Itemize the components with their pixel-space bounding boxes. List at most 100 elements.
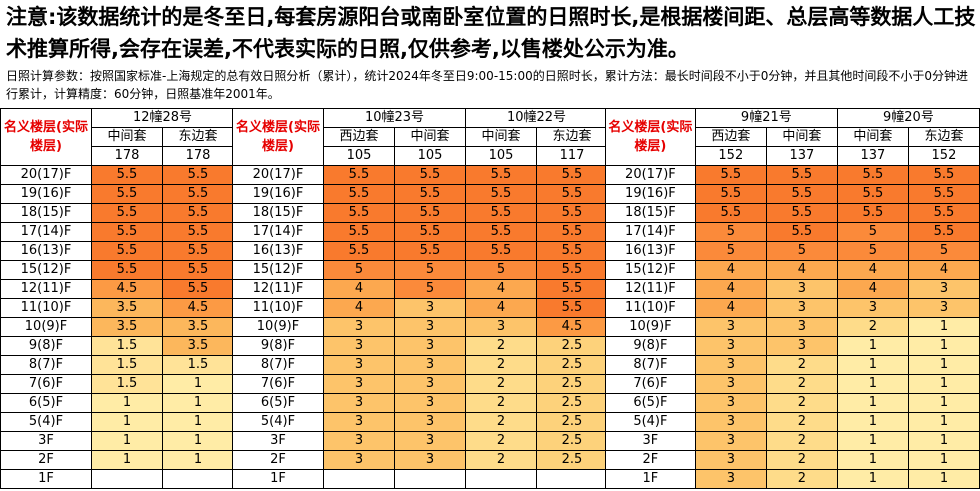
sunlight-hours: 1 (836, 469, 909, 489)
floor-label: 15(12)F (605, 260, 696, 280)
sunlight-hours: 2 (765, 431, 838, 451)
sunlight-hours: 3 (765, 336, 838, 356)
sunlight-hours: 1 (91, 393, 163, 413)
floor-label: 5(4)F (232, 412, 324, 432)
sunlight-hours: 2.5 (536, 336, 608, 356)
sunlight-hours: 4 (323, 298, 395, 318)
floor-header: 名义楼层(实际楼层) (605, 108, 696, 166)
sunlight-hours: 3 (394, 374, 466, 394)
sunlight-hours: 4 (465, 298, 537, 318)
floor-label: 11(10)F (232, 298, 324, 318)
sunlight-hours: 2 (465, 374, 537, 394)
floor-label: 6(5)F (605, 393, 696, 413)
table-row: 18(15)F 5.5 5.5 5.5 5.5 (605, 203, 980, 223)
floor-label: 11(10)F (605, 298, 696, 318)
sunlight-hours: 5.5 (536, 279, 608, 299)
table-row: 11(10)F 4 3 4 5.5 (232, 298, 608, 318)
table-row: 11(10)F 4 3 3 3 (605, 298, 980, 318)
floor-label: 5(4)F (605, 412, 696, 432)
sunlight-hours: 5 (694, 222, 767, 242)
sunlight-hours: 5 (394, 260, 466, 280)
floor-label: 10(9)F (605, 317, 696, 337)
sunlight-hours: 5.5 (162, 203, 234, 223)
sunlight-hours: 3 (323, 431, 395, 451)
table-row: 10(9)F 3 3 3 4.5 (232, 317, 608, 337)
sunlight-hours: 1 (907, 450, 980, 470)
sunlight-hours: 5.5 (907, 203, 980, 223)
sunlight-hours: 5.5 (394, 241, 466, 261)
table-row: 18(15)F 5.5 5.5 5.5 5.5 (232, 203, 608, 223)
sunlight-hours: 4 (694, 298, 767, 318)
building-name: 12幢28号 (91, 108, 234, 128)
floor-label: 8(7)F (232, 355, 324, 375)
sunlight-hours: 1 (836, 374, 909, 394)
table-row: 3F 3 2 1 1 (605, 431, 980, 451)
table-row: 6(5)F 1 1 (0, 393, 234, 413)
sunlight-hours: 5.5 (765, 165, 838, 185)
sunlight-hours: 4.5 (91, 279, 163, 299)
floor-label: 12(11)F (0, 279, 92, 299)
sunlight-hours: 1 (91, 450, 163, 470)
table-row: 11(10)F 3.5 4.5 (0, 298, 234, 318)
sunlight-hours: 3 (694, 412, 767, 432)
floor-label: 18(15)F (0, 203, 92, 223)
sunlight-hours: 5.5 (394, 184, 466, 204)
sunlight-hours: 3 (394, 298, 466, 318)
table-row: 6(5)F 3 3 2 2.5 (232, 393, 608, 413)
sunlight-hours: 2.5 (536, 393, 608, 413)
sunlight-hours: 5.5 (91, 241, 163, 261)
sunlight-hours: 3 (694, 450, 767, 470)
unit-name: 中间套 (394, 127, 466, 147)
sunlight-hours: 3 (907, 298, 980, 318)
sunlight-hours: 5.5 (907, 184, 980, 204)
sunlight-hours: 1 (162, 450, 234, 470)
sunlight-hours: 3 (323, 412, 395, 432)
sunlight-hours: 5.5 (765, 222, 838, 242)
sunlight-hours: 5.5 (907, 165, 980, 185)
sunlight-hours: 2 (465, 355, 537, 375)
sunlight-hours: 5.5 (536, 165, 608, 185)
floor-label: 8(7)F (605, 355, 696, 375)
sunlight-hours (323, 469, 395, 489)
sunlight-hours: 5.5 (323, 184, 395, 204)
sunlight-hours: 1 (907, 336, 980, 356)
sunlight-hours (536, 469, 608, 489)
table-row: 17(14)F 5 5.5 5 5.5 (605, 222, 980, 242)
sunlight-hours: 2 (465, 431, 537, 451)
table-row: 15(12)F 5 5 5 5.5 (232, 260, 608, 280)
unit-name: 东边套 (907, 127, 980, 147)
floor-label: 15(12)F (0, 260, 92, 280)
sunlight-hours: 4 (836, 279, 909, 299)
sunlight-hours: 5.5 (323, 203, 395, 223)
floor-label: 11(10)F (0, 298, 92, 318)
sunlight-hours: 1 (162, 374, 234, 394)
sunlight-hours: 3.5 (91, 298, 163, 318)
sunlight-hours: 5.5 (765, 184, 838, 204)
table-row: 2F 3 2 1 1 (605, 450, 980, 470)
sunlight-hours: 3 (765, 279, 838, 299)
floor-label: 16(13)F (605, 241, 696, 261)
table-row: 8(7)F 3 2 1 1 (605, 355, 980, 375)
sunlight-hours: 1.5 (91, 355, 163, 375)
table-row: 7(6)F 1.5 1 (0, 374, 234, 394)
sunlight-hours: 5.5 (465, 165, 537, 185)
sunlight-hours: 5.5 (536, 260, 608, 280)
sunlight-hours: 3 (394, 317, 466, 337)
sunlight-hours: 1 (907, 355, 980, 375)
sunlight-hours: 5.5 (91, 203, 163, 223)
table-row: 3F 1 1 (0, 431, 234, 451)
floor-label: 3F (232, 431, 324, 451)
table-row: 9(8)F 1.5 3.5 (0, 336, 234, 356)
floor-label: 10(9)F (232, 317, 324, 337)
table-row: 8(7)F 3 3 2 2.5 (232, 355, 608, 375)
table-row: 19(16)F 5.5 5.5 (0, 184, 234, 204)
sunlight-hours: 4 (694, 260, 767, 280)
sunlight-hours: 3 (907, 279, 980, 299)
unit-area: 152 (907, 146, 980, 166)
sunlight-hours: 3 (323, 393, 395, 413)
sunlight-hours: 2 (465, 336, 537, 356)
table-row: 12(11)F 4 5 4 5.5 (232, 279, 608, 299)
sunlight-hours: 2 (465, 393, 537, 413)
sunlight-hours: 3 (765, 298, 838, 318)
